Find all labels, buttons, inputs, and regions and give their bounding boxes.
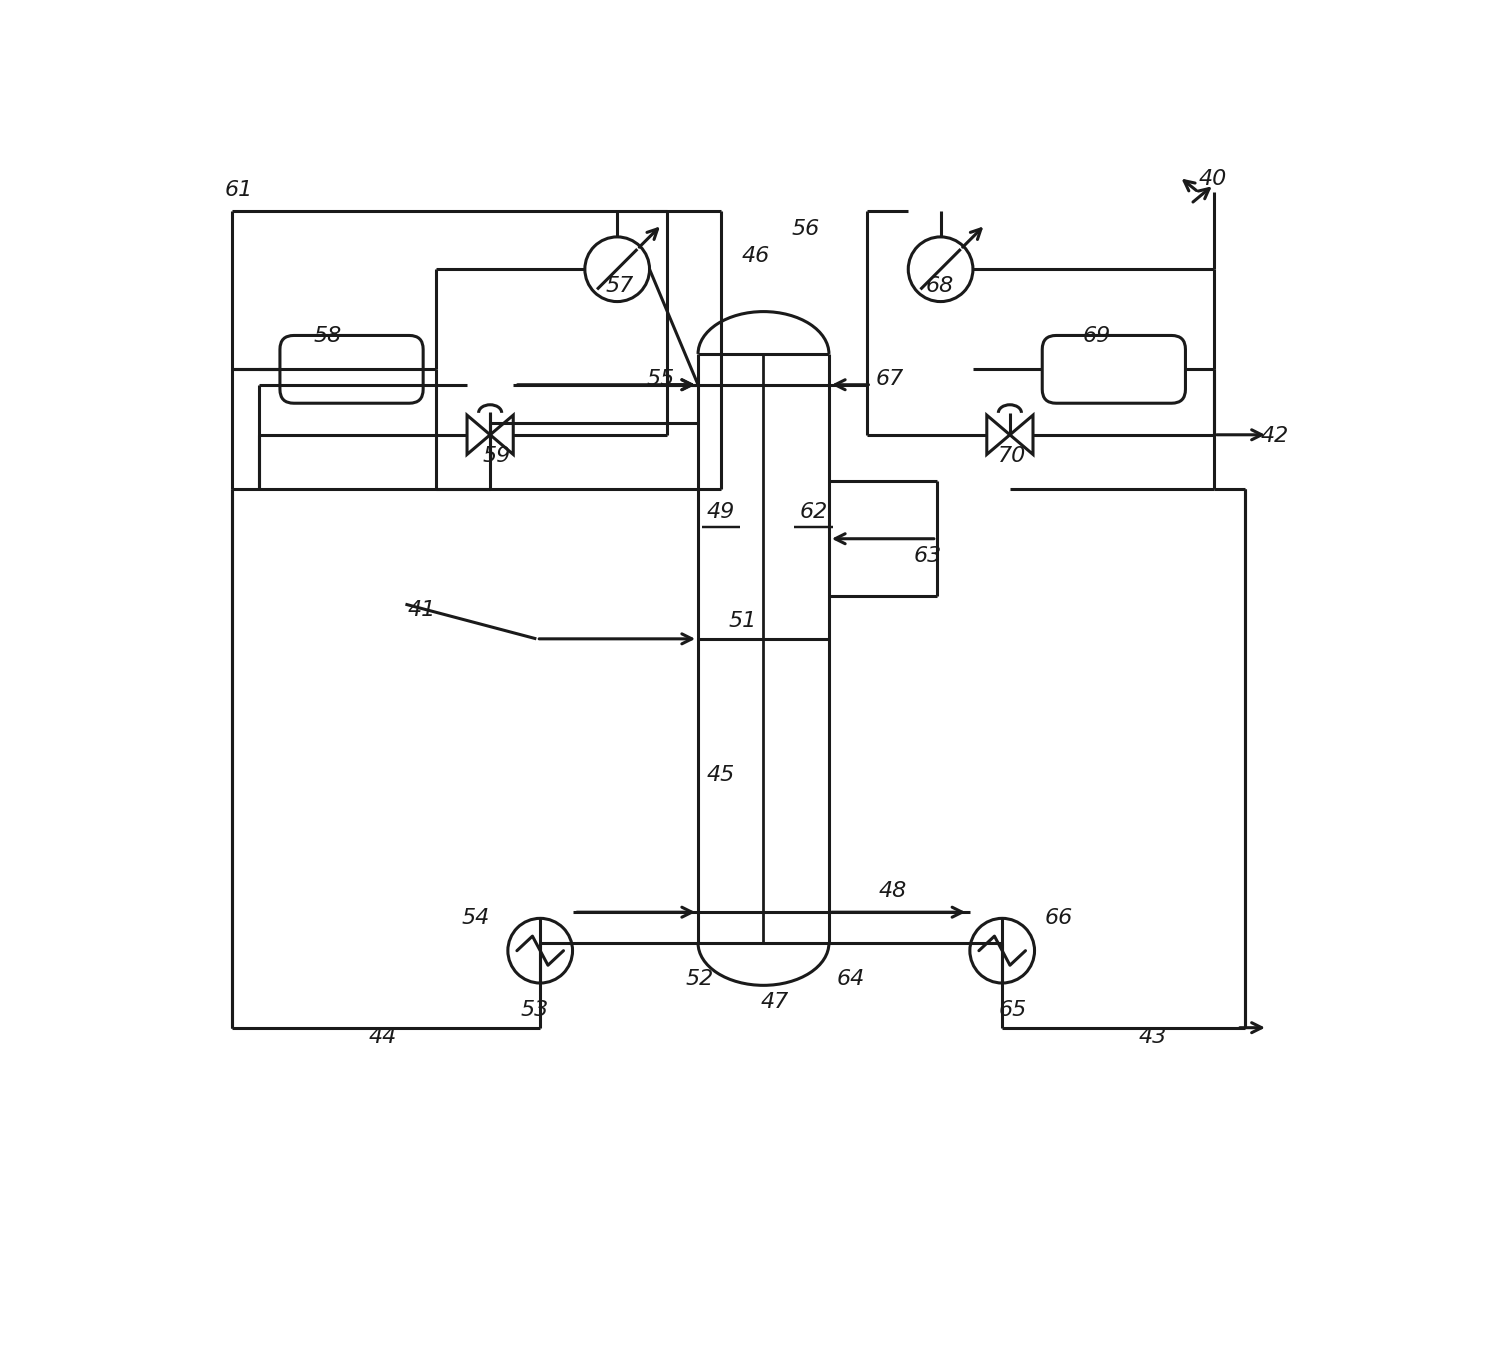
Text: 42: 42 [1260,426,1288,447]
Text: 46: 46 [742,245,770,266]
Text: 44: 44 [368,1027,396,1047]
Text: 40: 40 [1199,169,1227,189]
Text: 68: 68 [925,277,953,296]
Text: 45: 45 [707,765,736,786]
Text: 54: 54 [462,908,490,928]
Text: 67: 67 [876,369,904,389]
Text: 66: 66 [1045,908,1072,928]
Text: 63: 63 [914,546,943,566]
Text: 58: 58 [313,326,341,347]
Text: 61: 61 [225,180,253,200]
Text: 62: 62 [800,502,828,522]
Text: 41: 41 [408,599,436,620]
Text: 47: 47 [761,993,789,1012]
Text: 48: 48 [879,880,907,901]
Text: 56: 56 [792,218,820,239]
Text: 65: 65 [998,999,1026,1020]
Text: 57: 57 [606,277,634,296]
Text: 69: 69 [1083,326,1111,347]
Text: 70: 70 [998,446,1026,466]
Text: 53: 53 [521,999,549,1020]
Text: 51: 51 [728,611,756,631]
Text: 55: 55 [646,369,675,389]
Text: 43: 43 [1138,1027,1166,1047]
Text: 64: 64 [837,969,865,990]
Text: 52: 52 [685,969,713,990]
Text: 49: 49 [707,502,736,522]
Text: 59: 59 [482,446,511,466]
